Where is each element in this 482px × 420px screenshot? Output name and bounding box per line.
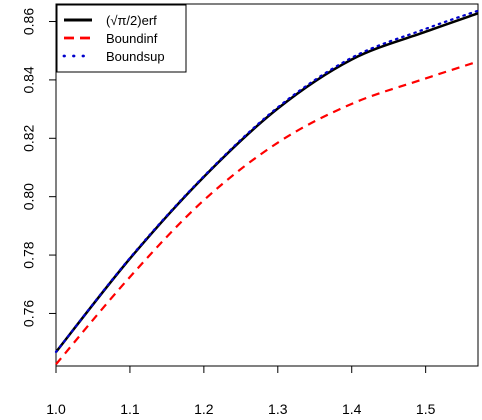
y-tick-label: 0.80 — [21, 183, 37, 210]
x-tick-label: 1.5 — [416, 401, 436, 417]
plot-frame — [55, 3, 479, 367]
x-tick-label: 1.2 — [194, 401, 214, 417]
x-tick-label: 1.4 — [342, 401, 362, 417]
y-tick-label: 0.78 — [21, 241, 37, 268]
series-line-2 — [54, 9, 480, 354]
x-axis: 1.0 1.1 1.2 1.3 1.4 1.5 — [46, 366, 436, 417]
series-layer — [54, 9, 480, 365]
y-tick-label: 0.86 — [21, 8, 37, 35]
legend-label-0: (√π/2)erf — [106, 13, 157, 28]
x-tick-label: 1.0 — [46, 401, 66, 417]
y-axis: 0.76 0.78 0.80 0.82 0.84 0.86 — [21, 8, 56, 327]
y-tick-label: 0.84 — [21, 66, 37, 93]
legend-box — [56, 4, 187, 73]
y-tick-label: 0.76 — [21, 300, 37, 327]
y-tick-label: 0.82 — [21, 124, 37, 151]
x-tick-label: 1.1 — [120, 401, 140, 417]
legend-label-1: Boundinf — [106, 31, 158, 46]
x-tick-label: 1.3 — [268, 401, 288, 417]
series-line-1 — [55, 60, 479, 365]
legend-label-2: Boundsup — [106, 49, 165, 64]
legend: (√π/2)erf Boundinf Boundsup — [56, 4, 187, 73]
